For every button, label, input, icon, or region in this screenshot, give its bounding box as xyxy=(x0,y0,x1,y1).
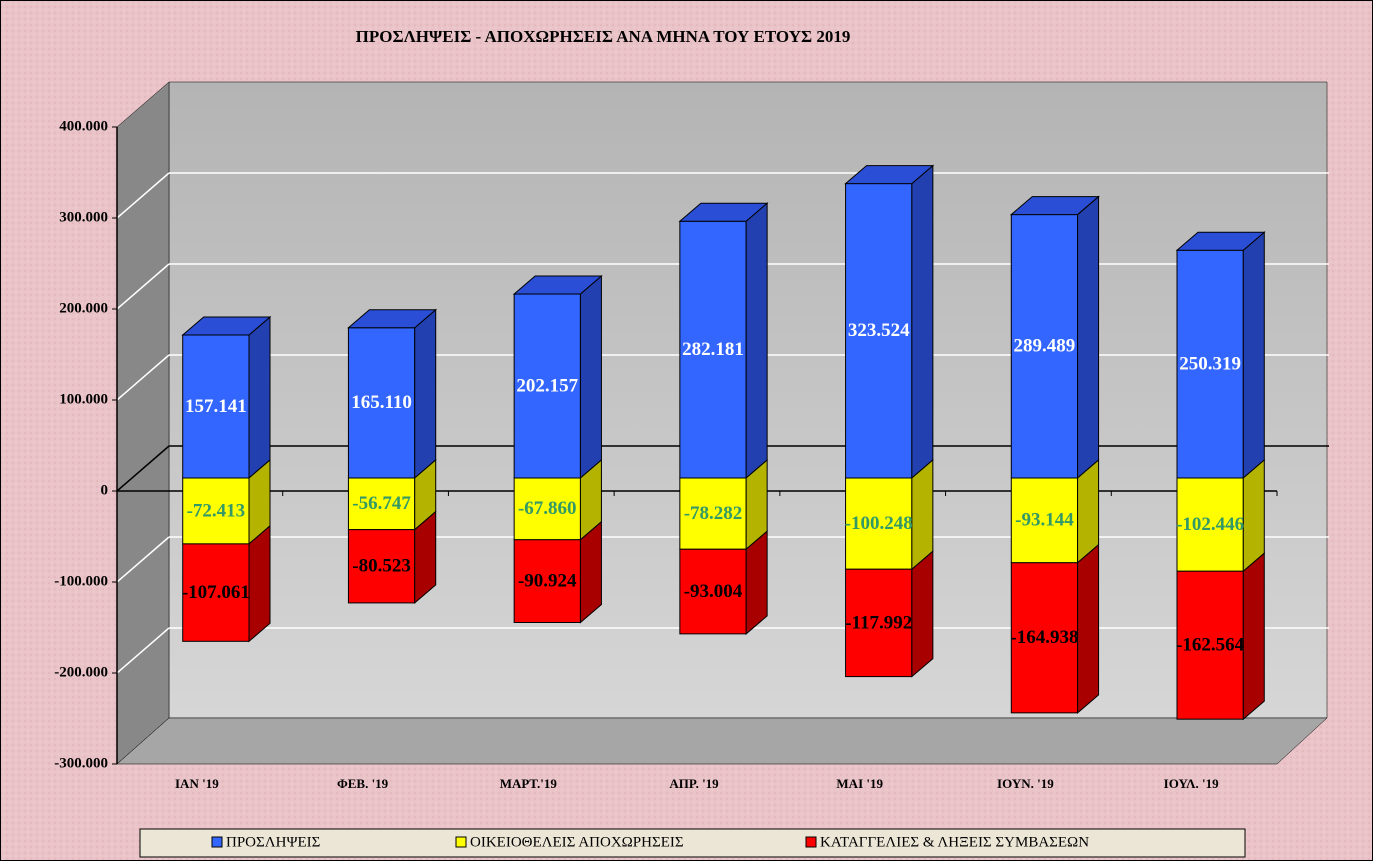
data-label: -78.282 xyxy=(684,503,743,524)
data-label: -56.747 xyxy=(352,493,411,514)
bar-side xyxy=(911,458,934,571)
bars: ΙΑΝ '19 157.141 -72.413 -107.061 ΦΕΒ. '19 165… xyxy=(175,164,1266,791)
bar-side xyxy=(248,524,271,643)
bar-side xyxy=(1242,458,1265,573)
x-tick-label: ΙΑΝ '19 xyxy=(175,776,219,791)
bar xyxy=(845,568,913,678)
data-label: -100.248 xyxy=(845,513,913,534)
bar xyxy=(513,477,581,541)
data-label: 157.141 xyxy=(185,396,247,417)
bar-top xyxy=(512,275,603,295)
grid-line-side xyxy=(116,172,170,219)
x-tick-label: ΑΠΡ. '19 xyxy=(669,776,719,791)
legend-label: ΠΡΟΣΛΗΨΕΙΣ xyxy=(226,834,320,850)
data-label: -80.523 xyxy=(352,556,411,577)
bar xyxy=(182,334,250,479)
data-label: -90.924 xyxy=(518,570,577,591)
bar xyxy=(1010,477,1079,564)
data-label: 202.157 xyxy=(516,375,578,396)
data-label: -117.992 xyxy=(845,612,912,633)
bar-side xyxy=(1077,543,1100,714)
bar-side xyxy=(248,315,271,480)
bar-top xyxy=(181,316,272,336)
bar-side xyxy=(414,308,437,480)
bar-side xyxy=(579,520,602,624)
bar-side xyxy=(414,510,437,605)
data-label: 250.319 xyxy=(1179,353,1241,374)
grid-line-side xyxy=(116,536,170,583)
data-label: 289.489 xyxy=(1014,336,1076,357)
data-label: 323.524 xyxy=(848,320,910,341)
bar xyxy=(1010,562,1079,714)
legend-swatch xyxy=(455,836,467,848)
data-label: -107.061 xyxy=(182,582,250,603)
data-label: -67.860 xyxy=(518,498,577,519)
bar-side xyxy=(911,550,934,678)
bar-top xyxy=(347,309,438,329)
bar-top xyxy=(1175,231,1266,251)
bar-side xyxy=(1242,552,1265,721)
x-tick-label: ΙΟΥΝ. '19 xyxy=(997,776,1054,791)
side-wall xyxy=(116,81,170,765)
data-label: -72.413 xyxy=(187,500,246,521)
bar xyxy=(1010,214,1079,479)
grid-line-side xyxy=(116,354,170,401)
y-tick-label: -200.000 xyxy=(54,664,108,680)
x-tick-label: ΦΕΒ. '19 xyxy=(337,776,389,791)
bar xyxy=(1176,570,1244,720)
data-label: 165.110 xyxy=(351,392,412,413)
bar-top xyxy=(844,165,935,185)
grid-line-side xyxy=(116,263,170,310)
bar-side xyxy=(1242,231,1265,480)
chart-title: ΠΡΟΣΛΗΨΕΙΣ - ΑΠΟΧΩΡΗΣΕΙΣ ΑΝΑ ΜΗΝΑ ΤΟΥ ΕΤ… xyxy=(356,27,851,46)
bar xyxy=(1176,249,1244,479)
x-tick-label: ΙΟΥΛ. '19 xyxy=(1164,776,1219,791)
bar-side xyxy=(1077,195,1100,480)
floor xyxy=(116,717,1328,765)
bar xyxy=(513,293,581,479)
grid-line-side xyxy=(116,445,170,492)
grid-line-side xyxy=(116,627,170,674)
y-tick-label: 100.000 xyxy=(59,391,108,407)
bar xyxy=(679,548,747,635)
data-label: -162.564 xyxy=(1176,635,1245,656)
legend-label: ΟΙΚΕΙΟΘΕΛΕΙΣ ΑΠΟΧΩΡΗΣΕΙΣ xyxy=(470,834,684,850)
bar xyxy=(347,327,416,479)
bar-top xyxy=(1009,196,1100,216)
y-tick-label: 400.000 xyxy=(59,118,108,134)
data-label: -102.446 xyxy=(1176,514,1244,535)
data-label: -93.144 xyxy=(1015,510,1074,531)
bar xyxy=(679,477,747,550)
y-tick-label: 300.000 xyxy=(59,209,108,225)
y-tick-label: 200.000 xyxy=(59,300,108,316)
x-tick-label: ΜΑΡΤ.'19 xyxy=(500,776,558,791)
bar-top xyxy=(678,202,769,222)
bar-side xyxy=(911,164,934,480)
bar-side xyxy=(745,530,768,635)
y-tick-label: -100.000 xyxy=(54,573,108,589)
legend-label: ΚΑΤΑΓΓΕΛΙΕΣ & ΛΗΞΕΙΣ ΣΥΜΒΑΣΕΩΝ xyxy=(820,834,1089,850)
bar-side xyxy=(745,202,768,480)
data-label: -93.004 xyxy=(684,581,743,602)
legend xyxy=(139,828,1246,858)
data-label: -164.938 xyxy=(1010,627,1078,648)
bar xyxy=(182,543,250,642)
legend-swatch xyxy=(211,836,223,848)
x-tick-label: ΜΑΙ '19 xyxy=(836,776,883,791)
bar xyxy=(347,529,416,604)
y-tick-label: 0 xyxy=(101,482,109,498)
data-label: 282.181 xyxy=(682,339,744,360)
y-tick-label: -300.000 xyxy=(54,755,108,771)
bar-side xyxy=(579,274,602,480)
legend-items: ΠΡΟΣΛΗΨΕΙΣ ΟΙΚΕΙΟΘΕΛΕΙΣ ΑΠΟΧΩΡΗΣΕΙΣ ΚΑΤΑΓΓ… xyxy=(211,834,1089,850)
bar xyxy=(182,477,250,545)
legend-swatch xyxy=(805,836,817,848)
bar xyxy=(679,220,747,479)
